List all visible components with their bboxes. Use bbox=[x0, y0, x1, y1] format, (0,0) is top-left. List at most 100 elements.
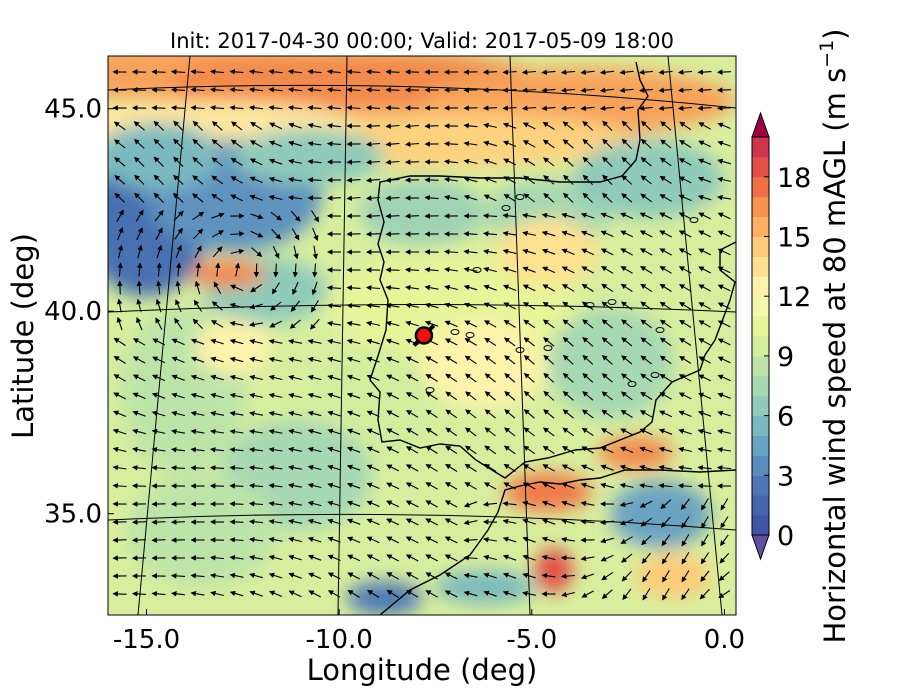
wind-vector bbox=[229, 320, 244, 327]
wind-vector bbox=[151, 428, 166, 435]
wind-vector bbox=[327, 500, 341, 507]
wind-vector bbox=[717, 122, 731, 130]
wind-vector bbox=[117, 244, 124, 259]
wind-vector bbox=[171, 392, 185, 399]
wind-vector bbox=[717, 284, 731, 292]
wind-vector bbox=[659, 392, 672, 400]
wind-vector bbox=[502, 501, 517, 507]
wind-vector bbox=[114, 174, 126, 185]
wind-vector bbox=[582, 174, 593, 185]
wind-vector bbox=[522, 590, 537, 597]
wind-vector bbox=[132, 356, 146, 364]
wind-vector bbox=[250, 230, 264, 238]
wind-vector bbox=[677, 87, 693, 93]
wind-vector bbox=[717, 446, 731, 453]
wind-vector bbox=[640, 193, 653, 203]
wind-vector bbox=[425, 518, 439, 526]
wind-vector bbox=[307, 122, 322, 129]
wind-vector bbox=[622, 588, 632, 601]
wind-vector bbox=[621, 120, 632, 131]
wind-vector bbox=[308, 590, 321, 598]
wind-vector bbox=[483, 266, 497, 273]
wind-vector bbox=[193, 299, 203, 312]
wind-vector bbox=[230, 231, 245, 237]
wind-vector bbox=[190, 573, 205, 579]
wind-vector bbox=[386, 464, 400, 472]
wind-vector bbox=[658, 464, 673, 471]
wind-vector bbox=[151, 374, 166, 382]
wind-vector bbox=[581, 248, 595, 256]
wind-vector bbox=[229, 554, 244, 561]
wind-vector bbox=[681, 570, 690, 583]
wind-vector bbox=[542, 266, 556, 274]
wind-vector bbox=[580, 105, 595, 111]
wind-vector bbox=[404, 141, 420, 147]
wind-vector bbox=[404, 123, 420, 129]
wind-vector bbox=[464, 320, 478, 328]
wind-vector bbox=[404, 267, 420, 273]
wind-vector bbox=[385, 302, 400, 309]
wind-vector bbox=[503, 445, 516, 455]
wind-vector bbox=[641, 535, 652, 546]
wind-vector bbox=[599, 87, 615, 93]
wind-vector bbox=[347, 554, 361, 562]
wind-vector bbox=[717, 140, 731, 147]
wind-vector bbox=[151, 591, 166, 597]
colorbar-over-extension bbox=[751, 111, 770, 138]
wind-vector bbox=[678, 176, 692, 184]
wind-vector bbox=[131, 519, 147, 525]
wind-vector bbox=[639, 500, 653, 508]
wind-vector bbox=[175, 244, 182, 259]
wind-vector bbox=[542, 139, 555, 149]
wind-vector bbox=[697, 483, 712, 489]
wind-vector bbox=[620, 212, 634, 220]
wind-vector bbox=[619, 446, 634, 454]
wind-vector bbox=[543, 175, 555, 185]
wind-vector bbox=[192, 156, 204, 167]
wind-vector bbox=[543, 390, 555, 401]
wind-vector bbox=[327, 428, 341, 435]
colorbar-segment bbox=[752, 375, 769, 397]
wind-vector bbox=[541, 536, 556, 543]
wind-vector bbox=[152, 356, 166, 364]
wind-vector bbox=[463, 249, 478, 255]
colorbar-tick-label: 9 bbox=[777, 342, 794, 373]
wind-vector bbox=[117, 280, 123, 295]
wind-vector bbox=[444, 482, 458, 490]
wind-vector bbox=[522, 464, 536, 472]
wind-vector bbox=[678, 212, 692, 220]
wind-vector bbox=[600, 248, 614, 256]
wind-vector bbox=[484, 463, 497, 472]
wind-vector bbox=[112, 446, 127, 453]
wind-vector bbox=[522, 230, 536, 237]
wind-vector bbox=[582, 192, 593, 203]
wind-vector bbox=[463, 519, 478, 526]
wind-vector bbox=[173, 174, 184, 185]
wind-vector bbox=[658, 483, 673, 489]
wind-vector bbox=[134, 174, 145, 185]
wind-vector bbox=[679, 319, 692, 328]
wind-vector bbox=[386, 374, 400, 382]
wind-vector bbox=[541, 230, 556, 237]
wind-vector bbox=[658, 87, 673, 93]
wind-vector bbox=[171, 374, 185, 381]
wind-vector bbox=[292, 281, 299, 296]
wind-vector bbox=[560, 555, 576, 561]
wind-vector bbox=[405, 536, 419, 544]
wind-vector bbox=[287, 195, 303, 201]
wind-vector bbox=[117, 226, 124, 241]
wind-vector bbox=[327, 554, 341, 562]
wind-vector bbox=[659, 175, 672, 184]
wind-vector bbox=[639, 410, 653, 418]
wind-vector bbox=[173, 156, 184, 167]
wind-vector bbox=[641, 120, 652, 131]
wind-vector bbox=[366, 428, 380, 436]
wind-vector bbox=[288, 482, 303, 489]
wind-vector bbox=[367, 590, 380, 598]
wind-vector bbox=[190, 338, 205, 345]
colorbar-segment bbox=[752, 216, 769, 237]
wind-vector bbox=[444, 500, 458, 508]
wind-vector bbox=[445, 373, 458, 383]
wind-vector bbox=[346, 69, 361, 75]
wind-vector bbox=[717, 338, 731, 346]
